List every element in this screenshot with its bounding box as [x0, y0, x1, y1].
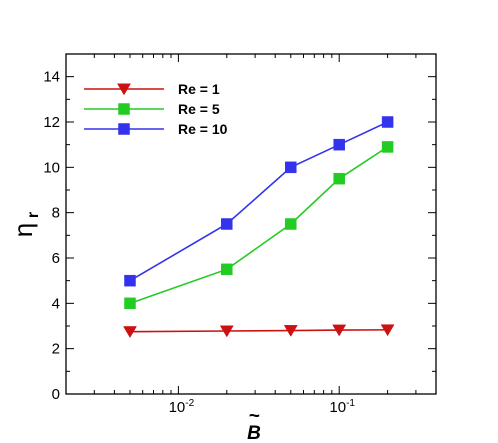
- data-point: [221, 218, 233, 230]
- series-3: [124, 116, 394, 287]
- y-axis-title: η r: [8, 212, 42, 237]
- legend-label: Re = 1: [178, 81, 220, 97]
- tick-labels: 0 2 4 6 8 10 12 14 10-2 10-1: [43, 69, 355, 416]
- data-point: [381, 141, 394, 153]
- data-point: [285, 218, 297, 230]
- data-point: [333, 172, 345, 185]
- y-tick-label: 4: [52, 295, 60, 312]
- series-line: [129, 329, 388, 333]
- data-point: [380, 324, 395, 337]
- x-axis-title: B: [247, 423, 261, 443]
- legend-label: Re = 10: [178, 121, 228, 137]
- y-tick-label: 2: [52, 341, 60, 358]
- data-point: [123, 326, 137, 339]
- series-layer: [123, 116, 395, 339]
- data-point: [381, 116, 394, 128]
- y-tick-label: 6: [52, 250, 60, 267]
- y-tick-label: 10: [43, 159, 60, 176]
- series-line: [129, 121, 388, 282]
- y-axis-title-subscript: r: [25, 212, 42, 218]
- y-tick-label: 14: [43, 69, 60, 86]
- data-point: [124, 274, 136, 287]
- data-point: [283, 325, 298, 337]
- x-tick-label: 10-1: [329, 398, 355, 416]
- data-point: [221, 263, 233, 276]
- y-tick-label: 12: [43, 114, 60, 131]
- series-2: [124, 141, 394, 310]
- legend-marker: [118, 103, 130, 115]
- data-point: [285, 161, 297, 174]
- major-ticks: [66, 54, 436, 395]
- data-point: [332, 324, 347, 337]
- series-1: [123, 324, 395, 339]
- y-axis-title-symbol: η: [8, 223, 38, 237]
- x-axis-title-accent: ~: [248, 406, 259, 427]
- legend-entry: Re = 5: [84, 101, 220, 117]
- x-tick-label: 10-2: [169, 398, 195, 416]
- data-point: [333, 138, 345, 151]
- legend-marker: [117, 83, 131, 96]
- legend-label: Re = 5: [178, 101, 220, 117]
- data-point: [124, 297, 136, 310]
- legend: Re = 1 Re = 5 Re = 10: [84, 81, 228, 137]
- y-tick-label: 8: [52, 205, 60, 222]
- minor-ticks: [65, 54, 437, 394]
- data-point: [219, 325, 234, 338]
- legend-entry: Re = 1: [84, 81, 220, 97]
- legend-entry: Re = 10: [84, 121, 228, 137]
- legend-marker: [118, 123, 130, 135]
- series-line: [129, 146, 389, 305]
- plot-frame: [65, 53, 437, 395]
- y-tick-label: 0: [52, 386, 60, 403]
